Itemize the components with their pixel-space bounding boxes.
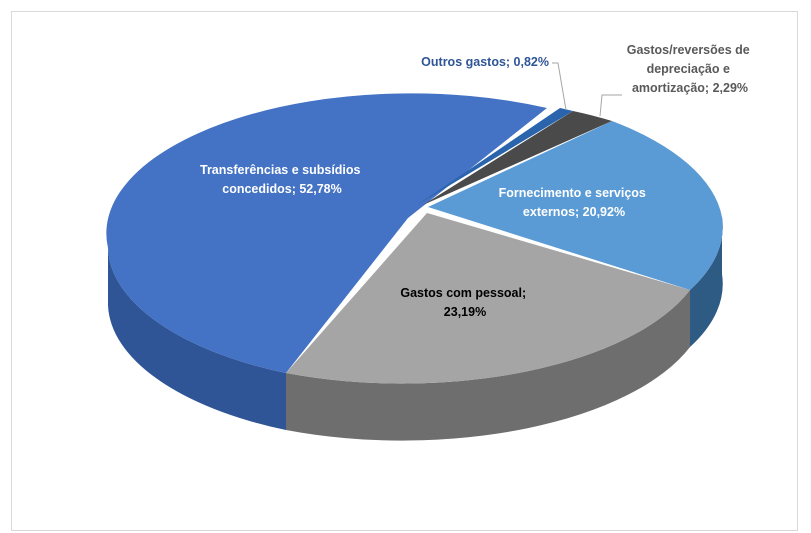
slice-pessoal — [286, 213, 690, 384]
label-fornecimento: Fornecimento e serviços externos; 20,92% — [499, 186, 650, 219]
data-labels: Outros gastos; 0,82% Gastos/reversões de… — [200, 43, 753, 319]
leader-lines — [552, 62, 622, 117]
label-transferencias: Transferências e subsídios concedidos; 5… — [200, 163, 364, 196]
label-outros: Outros gastos; 0,82% — [421, 55, 549, 69]
slice-side-pessoal — [286, 290, 690, 441]
slice-transferencias — [106, 93, 547, 374]
leader-line-gastos-reversoes — [599, 94, 622, 117]
slice-side-fornecimento — [690, 217, 723, 347]
label-gastos-reversoes: Gastos/reversões de depreciação e amorti… — [627, 43, 753, 95]
label-pessoal: Gastos com pessoal; 23,19% — [400, 286, 529, 319]
slice-gastos-reversoes — [423, 111, 612, 205]
leader-line-outros — [552, 62, 567, 111]
slice-outros — [417, 108, 573, 205]
slice-walls — [108, 217, 723, 441]
slice-fornecimento — [428, 121, 723, 290]
slice-side-transferencias — [108, 248, 286, 430]
slice-tops — [106, 93, 723, 384]
